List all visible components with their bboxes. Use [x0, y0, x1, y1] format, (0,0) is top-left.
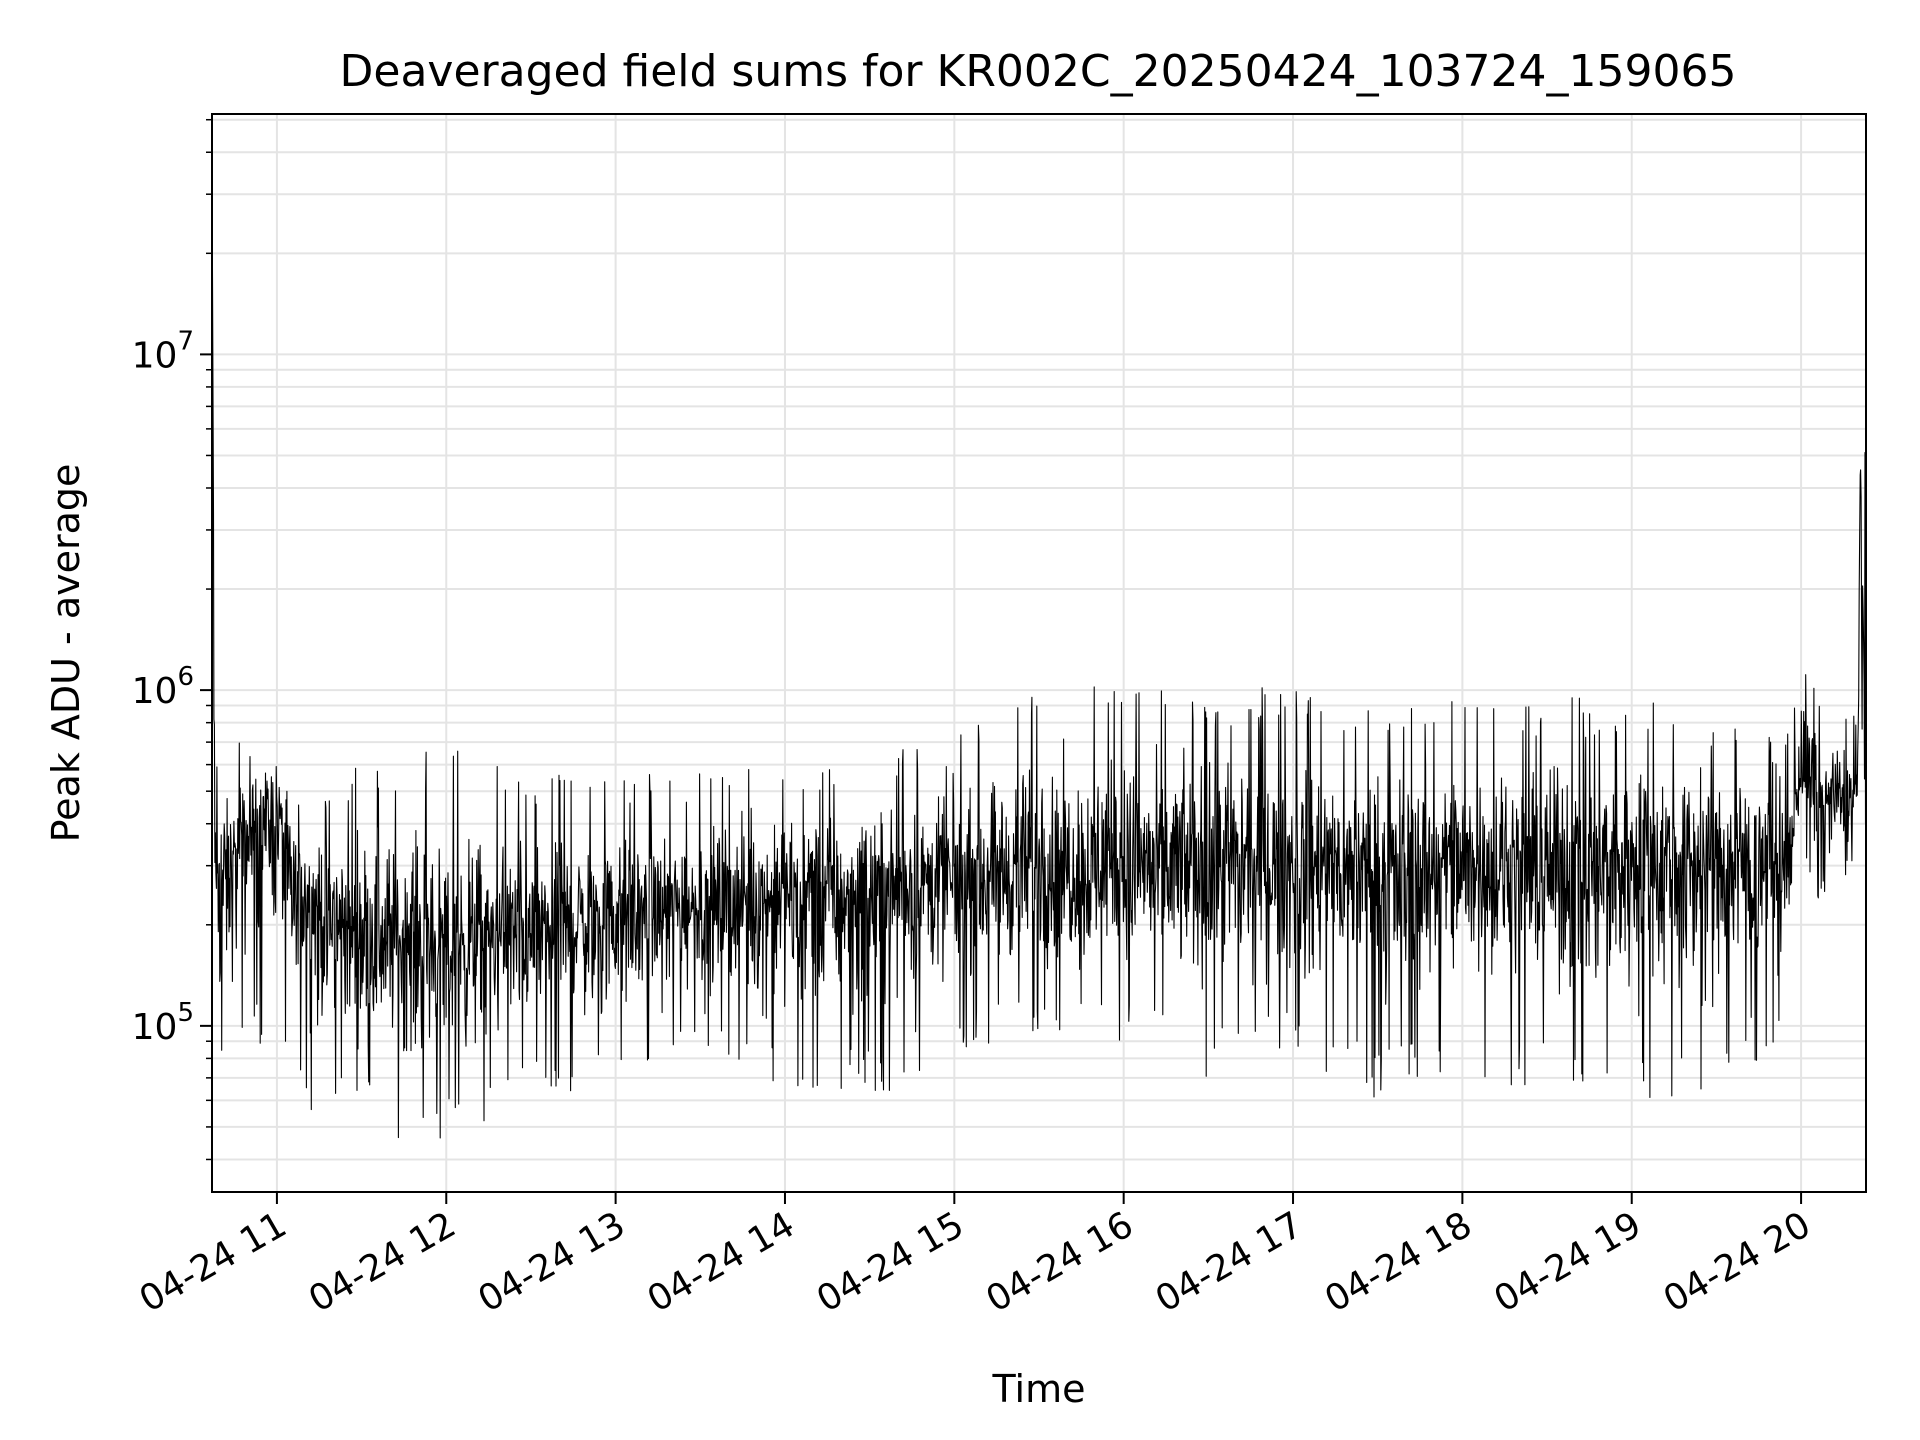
y-tick-label-exponent: 7: [177, 326, 194, 356]
y-tick-label-exponent: 5: [177, 998, 194, 1028]
series-group: [211, 159, 1867, 1139]
y-tick-label: 107: [132, 326, 194, 376]
chart-title: Deaveraged field sums for KR002C_2025042…: [340, 46, 1737, 97]
y-axis-label: Peak ADU - average: [44, 464, 88, 843]
y-tick-label-exponent: 6: [177, 662, 194, 692]
series-line: [211, 159, 1867, 1139]
y-tick-label-base: 10: [132, 1007, 178, 1048]
x-axis-label: Time: [992, 1367, 1086, 1411]
plot-area: [211, 113, 1867, 1193]
y-tick-label-base: 10: [132, 335, 178, 376]
y-tick-label-base: 10: [132, 671, 178, 712]
plot-frame: [211, 113, 1867, 1193]
y-tick-label: 106: [132, 662, 194, 712]
y-tick-label: 105: [132, 998, 194, 1048]
